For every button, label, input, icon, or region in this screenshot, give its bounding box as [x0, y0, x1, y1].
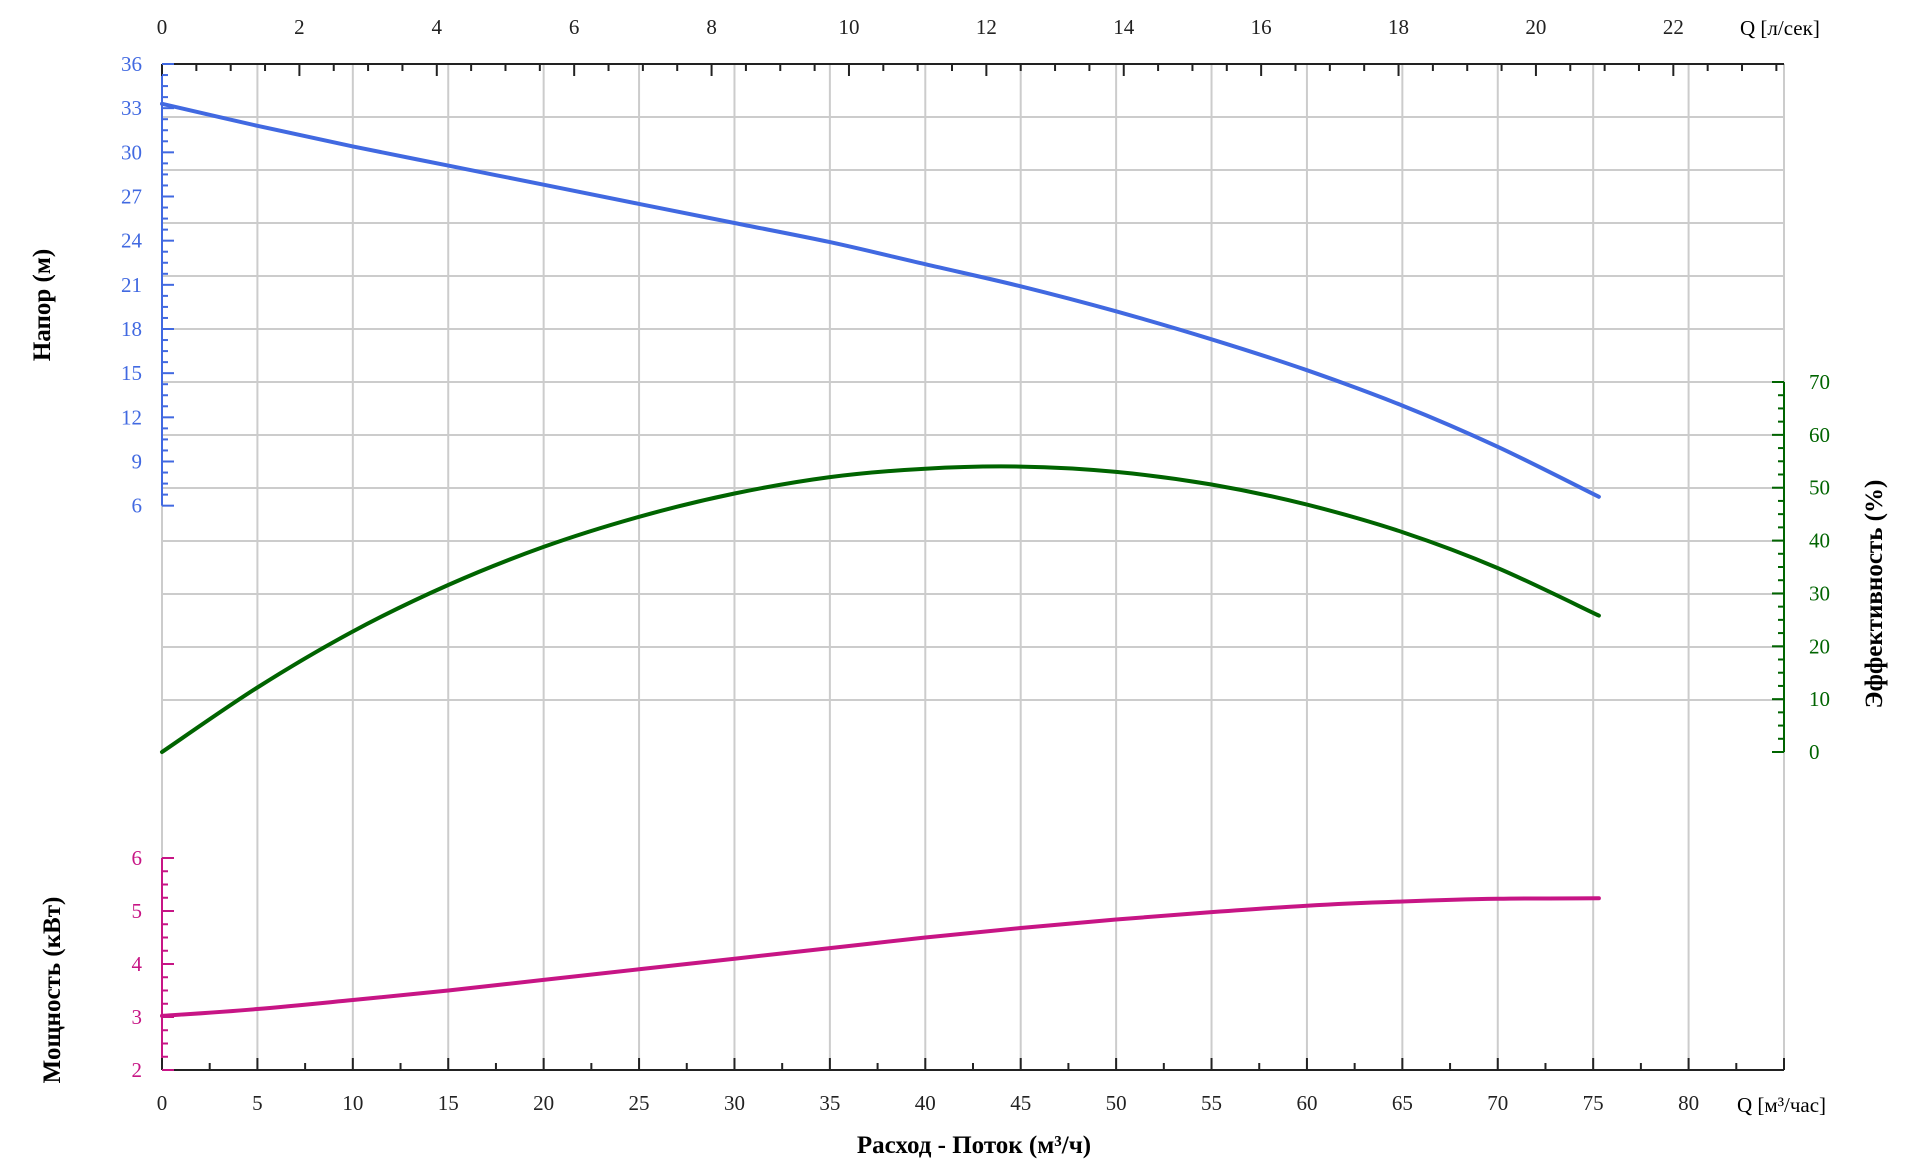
- head-tick-label: 30: [121, 140, 142, 164]
- x-tick-label: 70: [1487, 1091, 1508, 1115]
- x-axis-title: Расход - Поток (м³/ч): [857, 1132, 1091, 1159]
- x-tick-label: 40: [915, 1091, 936, 1115]
- x-tick-label: 10: [342, 1091, 363, 1115]
- x-axis-unit-label: Q [м³/час]: [1737, 1093, 1826, 1117]
- efficiency-tick-label: 60: [1809, 423, 1830, 447]
- x2-tick-label: 2: [294, 15, 305, 39]
- x-tick-label: 15: [438, 1091, 459, 1115]
- efficiency-tick-label: 50: [1809, 476, 1830, 500]
- power-tick-label: 5: [132, 899, 143, 923]
- x2-tick-label: 18: [1388, 15, 1409, 39]
- x-tick-label: 5: [252, 1091, 263, 1115]
- x-tick-label: 0: [157, 1091, 168, 1115]
- head-tick-label: 12: [121, 405, 142, 429]
- x-tick-label: 60: [1296, 1091, 1317, 1115]
- power-tick-label: 4: [132, 952, 143, 976]
- head-tick-label: 33: [121, 96, 142, 120]
- x-tick-label: 20: [533, 1091, 554, 1115]
- x-tick-label: 80: [1678, 1091, 1699, 1115]
- x-tick-label: 65: [1392, 1091, 1413, 1115]
- grid: [161, 63, 1785, 1070]
- x-tick-label: 55: [1201, 1091, 1222, 1115]
- x2-axis-unit-label: Q [л/сек]: [1740, 16, 1820, 40]
- efficiency-tick-label: 40: [1809, 529, 1830, 553]
- power-tick-label: 6: [132, 846, 143, 870]
- labels: Напор (м) Эффективность (%) Мощность (кВ…: [29, 16, 1888, 1159]
- x-tick-label: 25: [629, 1091, 650, 1115]
- head-tick-label: 18: [121, 317, 142, 341]
- x-tick-label: 30: [724, 1091, 745, 1115]
- curves: [160, 101, 1601, 1018]
- head-curve: [160, 101, 1601, 499]
- efficiency-tick-label: 70: [1809, 370, 1830, 394]
- x2-tick-label: 0: [157, 15, 168, 39]
- x2-tick-label: 16: [1251, 15, 1272, 39]
- x2-tick-label: 8: [706, 15, 717, 39]
- power-tick-label: 2: [132, 1058, 143, 1082]
- x2-tick-label: 20: [1525, 15, 1546, 39]
- x2-tick-label: 12: [976, 15, 997, 39]
- efficiency-axis-title: Эффективность (%): [1861, 480, 1888, 709]
- power-tick-label: 3: [132, 1005, 143, 1029]
- power-axis-title: Мощность (кВт): [39, 897, 66, 1084]
- head-tick-label: 9: [132, 450, 143, 474]
- x2-tick-label: 10: [838, 15, 859, 39]
- x-tick-label: 35: [819, 1091, 840, 1115]
- efficiency-tick-label: 20: [1809, 634, 1830, 658]
- power-curve: [160, 896, 1601, 1018]
- head-tick-label: 36: [121, 52, 142, 76]
- x-tick-label: 45: [1010, 1091, 1031, 1115]
- efficiency-tick-label: 0: [1809, 740, 1820, 764]
- x2-tick-label: 4: [432, 15, 443, 39]
- x2-tick-label: 14: [1113, 15, 1135, 39]
- axes: 0 5 10 15 20 25 30 35 40 45 50 55 60 65 70 75 800 2 4 6 8 10 1…: [121, 15, 1830, 1115]
- head-tick-label: 24: [121, 229, 143, 253]
- efficiency-curve: [160, 464, 1601, 754]
- head-tick-label: 15: [121, 361, 142, 385]
- x-tick-label: 50: [1106, 1091, 1127, 1115]
- x2-tick-label: 22: [1663, 15, 1684, 39]
- head-tick-label: 27: [121, 185, 142, 209]
- efficiency-tick-label: 10: [1809, 687, 1830, 711]
- x2-tick-label: 6: [569, 15, 580, 39]
- head-axis-title: Напор (м): [29, 249, 56, 361]
- efficiency-tick-label: 30: [1809, 581, 1830, 605]
- x-tick-label: 75: [1583, 1091, 1604, 1115]
- head-tick-label: 21: [121, 273, 142, 297]
- head-tick-label: 6: [132, 494, 143, 518]
